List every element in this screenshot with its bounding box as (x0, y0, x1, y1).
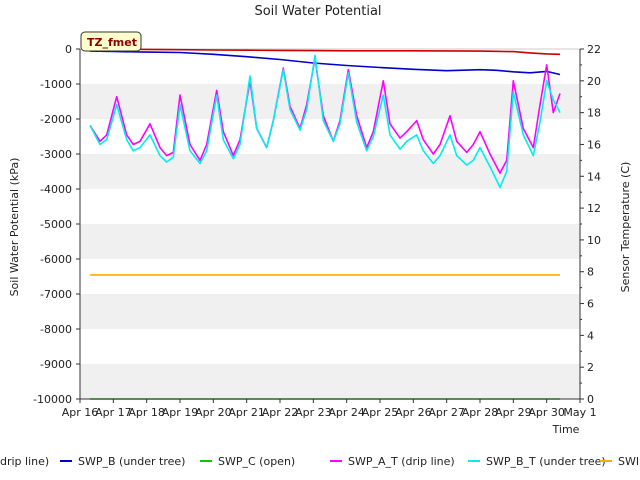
series-line-swp-b-under-tree (89, 50, 561, 76)
series-line-swp-b-t-under-tree (89, 54, 561, 189)
y2-tick-label: 12 (587, 202, 601, 215)
station-label-box: TZ_fmet (80, 31, 142, 52)
left-axis: 0 -1000 -2000 -3000 -4000 -5000 -6000 -7000 -800… (33, 43, 81, 406)
grid-band (80, 154, 580, 189)
x-tick-label: Apr 26 (395, 406, 432, 419)
y2-axis-label: Sensor Temperature (C) (619, 162, 632, 293)
grid-bands (80, 49, 580, 399)
x-tick-label: Apr 28 (462, 406, 499, 419)
x-tick-label: Apr 27 (428, 406, 465, 419)
y2-tick-label: 4 (587, 329, 594, 342)
x-tick-label: Apr 16 (62, 406, 99, 419)
y-tick-label: -7000 (40, 288, 72, 301)
y2-tick-label: 20 (587, 75, 601, 88)
grid-band (80, 329, 580, 364)
y2-tick-label: 14 (587, 170, 601, 183)
x-tick-label: Apr 19 (162, 406, 199, 419)
right-axis: 0 2 4 6 8 10 12 14 16 18 20 22 (579, 43, 601, 406)
series-line-swp-a-t-drip-line (89, 57, 561, 174)
y-tick-label: -6000 (40, 253, 72, 266)
grid-band (80, 224, 580, 259)
y-tick-label: -1000 (40, 78, 72, 91)
legend-label: SWP_B_T (under tree) (486, 455, 606, 468)
station-label: TZ_fmet (87, 36, 137, 49)
x-axis-label: Time (552, 423, 580, 436)
x-tick-label: Apr 25 (362, 406, 399, 419)
y2-tick-label: 10 (587, 234, 601, 247)
y-tick-label: 0 (65, 43, 72, 56)
x-tick-label: Apr 18 (128, 406, 165, 419)
y2-tick-label: 2 (587, 361, 594, 374)
y2-tick-label: 8 (587, 266, 594, 279)
y2-tick-label: 16 (587, 138, 601, 151)
y-tick-label: -9000 (40, 358, 72, 371)
grid-band (80, 119, 580, 154)
grid-band (80, 259, 580, 294)
legend: drip line) SWP_B (under tree) SWP_C (open)… (0, 455, 639, 468)
y-tick-label: -3000 (40, 148, 72, 161)
legend-label: SWP_C (open) (218, 455, 295, 468)
y-tick-label: -2000 (40, 113, 72, 126)
legend-label: SWP_A_T (drip line) (348, 455, 455, 468)
x-tick-label: Apr 23 (295, 406, 332, 419)
y2-tick-label: 0 (587, 393, 594, 406)
y2-tick-label: 18 (587, 107, 601, 120)
x-tick-label: Apr 29 (495, 406, 532, 419)
chart-title: Soil Water Potential (254, 4, 381, 19)
x-tick-label: Apr 17 (95, 406, 132, 419)
legend-label: SWI (618, 455, 639, 468)
legend-label: SWP_B (under tree) (78, 455, 185, 468)
series-line-swp-a-drip-line (90, 48, 561, 56)
y-axis-label: Soil Water Potential (kPa) (8, 158, 21, 297)
x-tick-label: May 1 (563, 406, 596, 419)
grid-band (80, 84, 580, 119)
x-tick-label: Apr 22 (262, 406, 299, 419)
y2-tick-label: 22 (587, 43, 601, 56)
y2-tick-label: 6 (587, 298, 594, 311)
y-tick-label: -8000 (40, 323, 72, 336)
y-tick-label: -4000 (40, 183, 72, 196)
legend-label: drip line) (0, 455, 49, 468)
x-tick-label: Apr 24 (328, 406, 365, 419)
x-tick-label: Apr 20 (195, 406, 232, 419)
grid-band (80, 189, 580, 224)
grid-band (80, 49, 580, 84)
grid-band (80, 294, 580, 329)
grid-band (80, 364, 580, 399)
x-tick-label: Apr 30 (528, 406, 565, 419)
y-tick-label: -5000 (40, 218, 72, 231)
y-tick-label: -10000 (33, 393, 72, 406)
x-tick-label: Apr 21 (228, 406, 265, 419)
